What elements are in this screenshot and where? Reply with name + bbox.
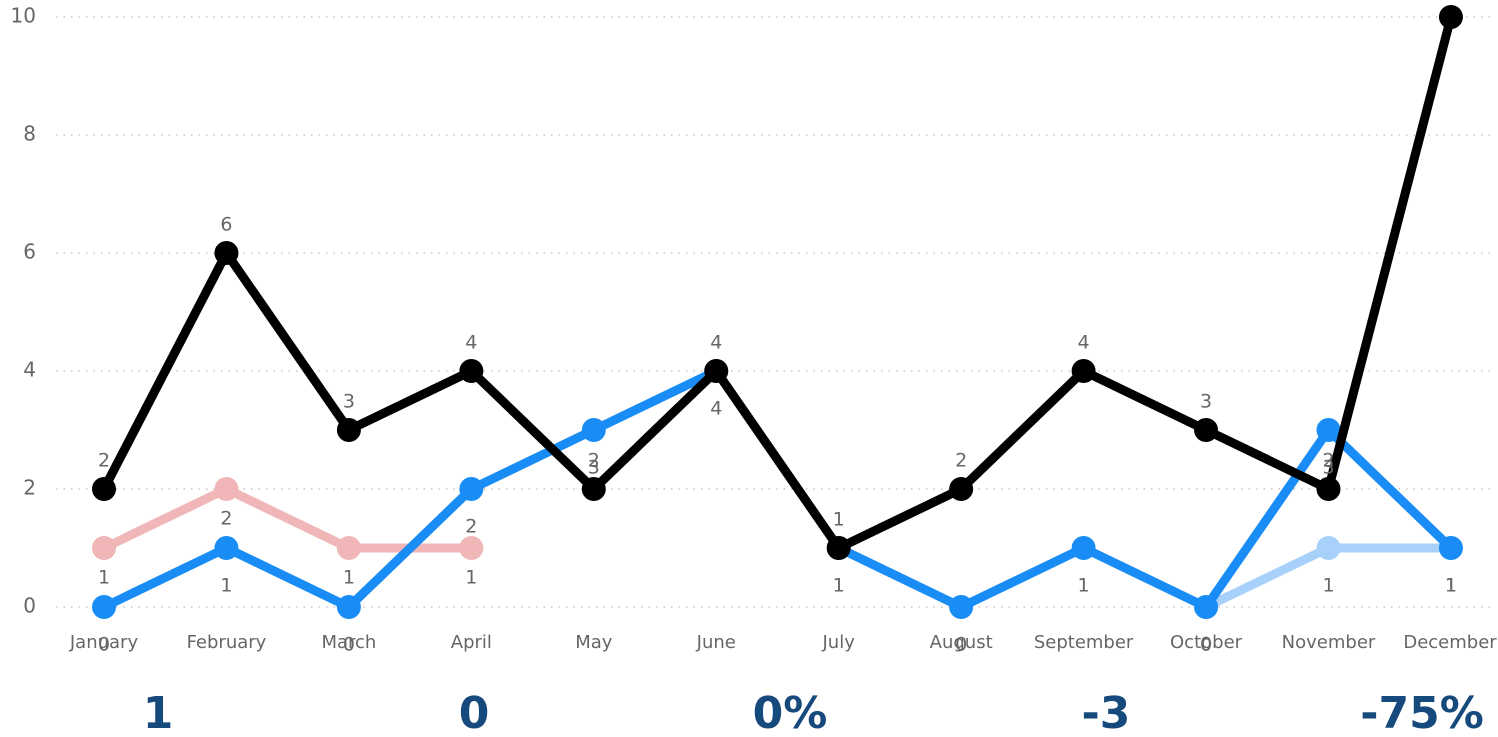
data-label: 1 — [343, 567, 355, 589]
y-tick-label: 8 — [23, 122, 36, 146]
y-tick-label: 0 — [23, 594, 36, 618]
data-point — [826, 536, 851, 560]
data-label: 2 — [955, 450, 967, 472]
data-point — [1438, 5, 1463, 29]
data-point — [949, 595, 974, 619]
data-label: 4 — [710, 332, 722, 354]
data-label: 3 — [343, 391, 355, 413]
data-label: 3 — [1200, 391, 1212, 413]
data-point — [704, 359, 729, 383]
data-label: 2 — [465, 516, 477, 538]
data-point — [92, 595, 116, 619]
data-label: 1 — [465, 567, 477, 589]
data-point — [336, 536, 361, 560]
data-point — [459, 536, 484, 560]
kpi-value: 0% — [753, 688, 828, 737]
x-tick-label: March — [321, 632, 376, 653]
x-tick-label: August — [930, 632, 993, 653]
x-tick-label: June — [696, 632, 736, 653]
x-tick-label: July — [822, 632, 856, 653]
data-point — [459, 359, 484, 383]
data-label: 2 — [588, 450, 600, 472]
data-label: 0 — [1200, 634, 1212, 656]
y-tick-label: 4 — [23, 358, 36, 382]
data-point — [92, 477, 116, 501]
data-label: 0 — [343, 634, 355, 656]
data-label: 1 — [1078, 575, 1090, 597]
data-point — [1071, 536, 1096, 560]
x-tick-label: February — [187, 632, 267, 653]
data-label: 4 — [1078, 332, 1090, 354]
data-label: 0 — [955, 634, 967, 656]
data-point — [1438, 536, 1463, 560]
data-label: 1 — [98, 567, 110, 589]
data-point — [581, 418, 606, 442]
series-line — [100, 15, 1456, 553]
data-point — [459, 477, 484, 501]
data-point — [336, 595, 361, 619]
x-tick-label: November — [1282, 632, 1376, 653]
data-point — [1194, 595, 1219, 619]
data-point — [1316, 536, 1341, 560]
data-label: 4 — [710, 398, 722, 420]
data-label: 1 — [833, 509, 845, 531]
y-tick-label: 2 — [23, 476, 36, 500]
data-point — [214, 536, 239, 560]
data-label: 4 — [465, 332, 477, 354]
data-point — [336, 418, 361, 442]
x-tick-label: January — [69, 632, 139, 653]
data-label: 3 — [1322, 457, 1334, 479]
x-tick-label: May — [575, 632, 613, 653]
data-point — [214, 241, 239, 265]
kpi-value: -75% — [1360, 688, 1484, 737]
data-label: 1 — [1445, 575, 1457, 597]
data-label: 2 — [98, 450, 110, 472]
kpi-value: -3 — [1082, 688, 1131, 737]
data-label: 1 — [220, 575, 232, 597]
x-tick-label: October — [1170, 632, 1243, 653]
data-point — [1316, 477, 1341, 501]
x-tick-label: December — [1403, 632, 1497, 653]
kpi-value: 1 — [143, 688, 174, 737]
data-label: 2 — [220, 508, 232, 530]
data-point — [1194, 418, 1219, 442]
y-tick-label: 10 — [11, 4, 36, 28]
data-label: 3 — [588, 457, 600, 479]
data-point — [92, 536, 116, 560]
data-point — [214, 477, 239, 501]
data-label: 1 — [1322, 575, 1334, 597]
data-point — [1071, 359, 1096, 383]
x-tick-label: April — [451, 632, 492, 653]
y-tick-label: 6 — [23, 240, 36, 264]
kpi-value: 0 — [459, 688, 490, 737]
data-point — [581, 477, 606, 501]
data-point — [949, 477, 974, 501]
data-label: 1 — [1445, 575, 1457, 597]
x-tick-label: September — [1034, 632, 1134, 653]
data-label: 6 — [220, 214, 232, 236]
data-label: 0 — [98, 634, 110, 656]
data-label: 0 — [1200, 634, 1212, 656]
data-label: 1 — [833, 575, 845, 597]
data-point — [1316, 418, 1341, 442]
data-label: 2 — [1322, 450, 1334, 472]
